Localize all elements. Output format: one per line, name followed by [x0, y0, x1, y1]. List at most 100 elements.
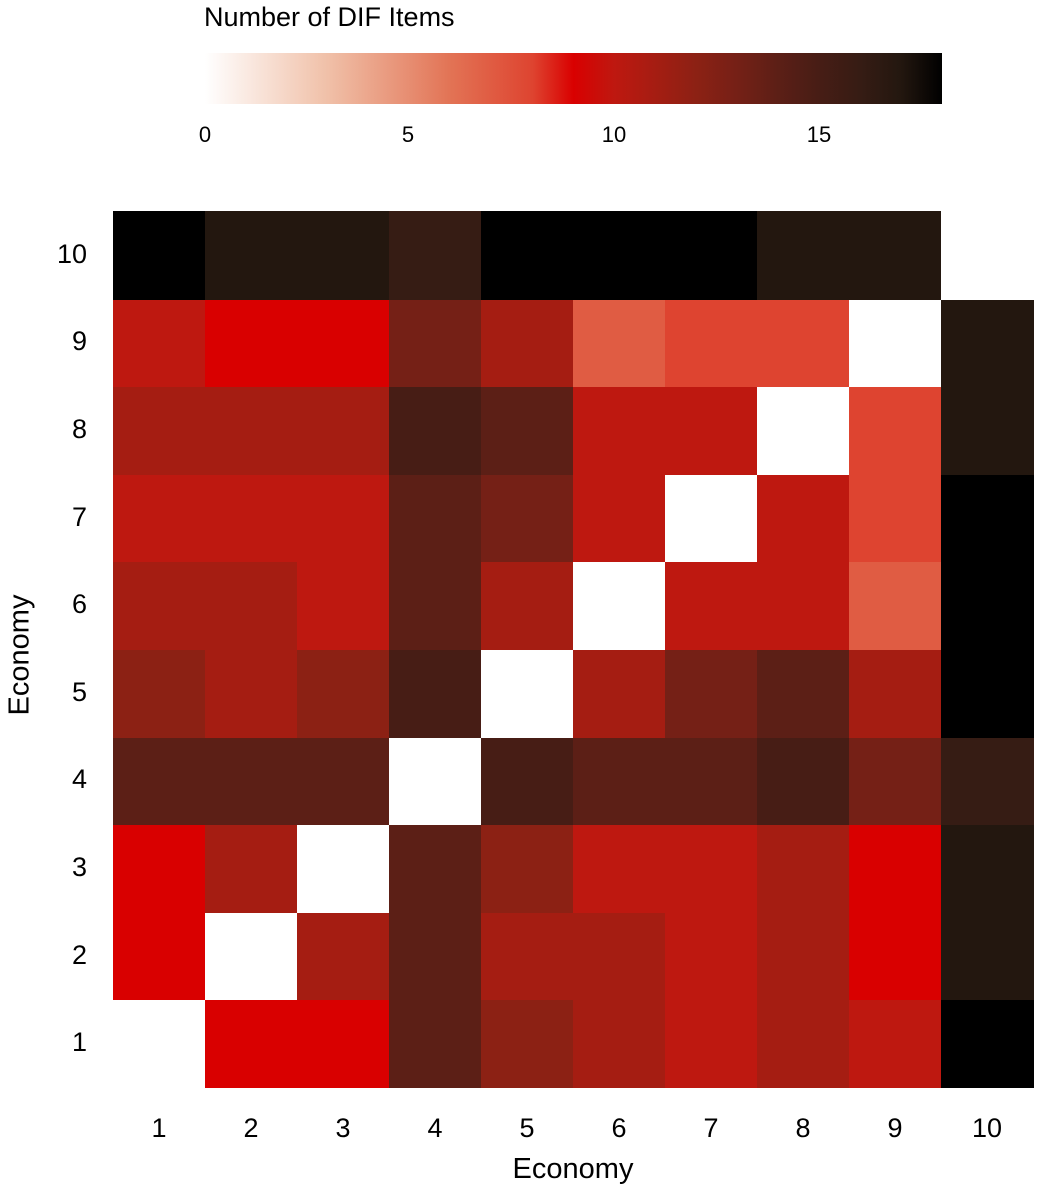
heatmap-cell [389, 999, 482, 1088]
heatmap-cell [573, 298, 666, 388]
heatmap-cell [389, 911, 482, 1001]
heatmap-cell [849, 298, 942, 388]
heatmap-cell [849, 211, 942, 300]
heatmap-cell [941, 824, 1034, 913]
heatmap-cell [481, 824, 574, 913]
heatmap-cell [389, 561, 482, 650]
heatmap-cell [665, 561, 758, 650]
heatmap-cell [573, 736, 666, 826]
heatmap-cell [205, 824, 298, 913]
heatmap-cell [573, 649, 666, 738]
heatmap-cell [297, 649, 390, 738]
heatmap-cell [481, 649, 574, 738]
heatmap-cell [849, 736, 942, 826]
y-tick-label: 4 [71, 764, 87, 795]
heatmap-cell [481, 561, 574, 650]
heatmap-cell [757, 473, 850, 563]
heatmap-cell [389, 211, 482, 300]
heatmap-cell [113, 298, 206, 388]
heatmap-cell [113, 911, 206, 1001]
y-tick-label: 6 [71, 589, 87, 620]
heatmap-cell [205, 211, 298, 300]
heatmap-cell [389, 736, 482, 826]
heatmap-cell [573, 999, 666, 1088]
x-tick-label: 7 [703, 1113, 719, 1143]
colorbar-tick: 10 [601, 122, 627, 147]
heatmap-cell [481, 386, 574, 475]
heatmap-cell [941, 999, 1034, 1088]
heatmap-cell [481, 736, 574, 826]
heatmap-cell [389, 473, 482, 563]
heatmap-cell [389, 824, 482, 913]
heatmap-cell [113, 824, 206, 913]
heatmap-cell [665, 386, 758, 475]
heatmap-cell [113, 211, 206, 300]
y-tick-label: 9 [71, 326, 87, 357]
heatmap-cell [573, 561, 666, 650]
heatmap-cell [297, 736, 390, 826]
colorbar-tick: 15 [806, 122, 832, 147]
heatmap-cell [757, 649, 850, 738]
heatmap-cell [389, 298, 482, 388]
x-tick-label: 1 [151, 1113, 167, 1143]
heatmap-cell [297, 561, 390, 650]
heatmap-cell [941, 911, 1034, 1001]
heatmap-cell [205, 999, 298, 1088]
heatmap-cell [297, 386, 390, 475]
x-tick-label: 3 [335, 1113, 351, 1143]
x-tick-label: 4 [427, 1113, 443, 1143]
heatmap-cell [665, 736, 758, 826]
heatmap-cell [573, 386, 666, 475]
x-tick-label: 10 [971, 1113, 1003, 1143]
heatmap-cell [941, 736, 1034, 826]
colorbar-tick: 0 [198, 122, 212, 147]
heatmap-cell [113, 999, 206, 1088]
y-tick-label: 10 [56, 238, 87, 269]
heatmap-cell [941, 473, 1034, 563]
heatmap-cell [113, 473, 206, 563]
heatmap-cell [205, 561, 298, 650]
heatmap-cell [665, 824, 758, 913]
heatmap-cell [849, 473, 942, 563]
heatmap-cell [757, 911, 850, 1001]
heatmap-cell [573, 211, 666, 300]
heatmap-cell [205, 473, 298, 563]
y-axis-title: Economy [3, 594, 36, 716]
y-tick-label: 8 [71, 414, 87, 444]
heatmap-cell [389, 386, 482, 475]
heatmap-cell [389, 649, 482, 738]
heatmap-cell [573, 824, 666, 913]
heatmap-cell [849, 824, 942, 913]
heatmap-cell [849, 561, 942, 650]
heatmap-cell [665, 649, 758, 738]
x-tick-label: 8 [795, 1113, 811, 1143]
heatmap-cell [757, 386, 850, 475]
heatmap-cell [573, 473, 666, 563]
heatmap-cell [205, 911, 298, 1001]
x-tick-label: 9 [887, 1113, 903, 1143]
colorbar [205, 53, 942, 104]
y-tick-label: 3 [71, 852, 87, 882]
heatmap-cell [849, 999, 942, 1088]
heatmap-cell [113, 386, 206, 475]
y-tick-label: 2 [71, 939, 87, 970]
heatmap-cell [665, 911, 758, 1001]
heatmap-cell [757, 736, 850, 826]
heatmap-cell [941, 386, 1034, 475]
heatmap-cell [665, 211, 758, 300]
heatmap-cell [941, 649, 1034, 738]
heatmap-cell [665, 298, 758, 388]
heatmap-cell [665, 473, 758, 563]
heatmap-cell [113, 736, 206, 826]
heatmap-cell [297, 211, 390, 300]
y-tick-label: 1 [71, 1027, 87, 1058]
heatmap-cell [941, 298, 1034, 388]
heatmap-cell [757, 211, 850, 300]
y-tick-label: 7 [71, 501, 87, 532]
heatmap-cell [757, 298, 850, 388]
heatmap-cell [481, 999, 574, 1088]
heatmap-cell [941, 561, 1034, 650]
heatmap-cell [481, 211, 574, 300]
heatmap-cell [849, 911, 942, 1001]
heatmap-cell [573, 911, 666, 1001]
